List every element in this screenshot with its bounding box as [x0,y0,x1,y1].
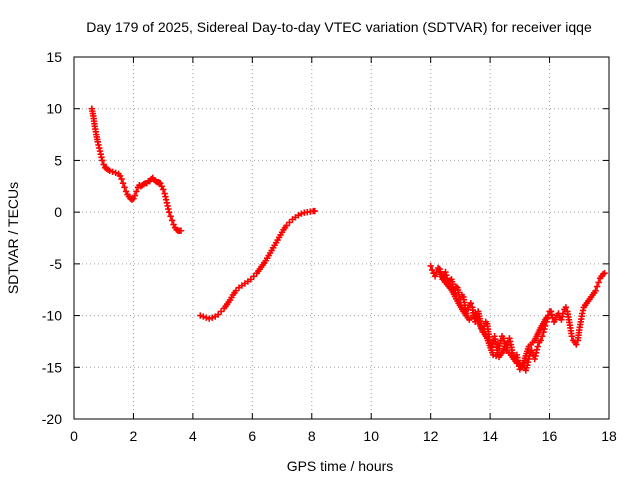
data-point [119,179,127,187]
data-point [118,175,125,183]
y-tick-label: 5 [54,152,62,168]
data-point [427,262,434,270]
data-point [109,168,116,176]
x-tick-label: 12 [423,428,439,444]
data-point [112,169,119,177]
plot-frame [73,56,610,420]
series-segment-3b [436,268,550,369]
data-point [467,299,474,307]
series-segment-1 [88,105,185,234]
data-point [537,337,544,344]
data-point [286,219,293,226]
data-point [99,157,106,164]
data-point [131,192,139,199]
data-point [562,304,570,311]
data-point [209,314,216,321]
data-point [106,167,113,174]
x-tick-label: 16 [542,428,558,444]
data-point [534,343,541,350]
data-point [200,313,207,320]
data-point [167,213,174,220]
data-point [214,311,222,318]
data-point [168,217,176,224]
data-point [133,188,140,195]
y-tick-label: 10 [46,101,62,117]
data-point [283,222,290,229]
data-point [592,287,599,294]
data-point [492,352,500,360]
data-point [431,273,439,280]
y-tick-label: -10 [42,308,62,324]
x-tick-label: 14 [482,428,498,444]
y-tick-label: -20 [42,411,62,427]
x-tick-label: 18 [601,428,617,444]
data-point [232,287,240,294]
y-axis-label: SDTVAR / TECUs [5,182,21,294]
x-tick-label: 6 [248,428,256,444]
x-tick-label: 8 [308,428,316,444]
y-tick-label: 15 [46,49,62,65]
data-point [573,341,580,348]
x-tick-label: 4 [189,428,197,444]
data-point [203,314,210,321]
data-point [217,308,225,315]
x-tick-label: 10 [363,428,379,444]
x-tick-label: 0 [70,428,78,444]
data-point [247,276,255,283]
data-point [177,227,185,234]
chart-title: Day 179 of 2025, Sidereal Day-to-day VTE… [86,19,592,35]
axis-ticks: 0 2 4 6 8 10 12 14 16 18 -20 -15 -10 -5 0 5 10 15 [42,49,617,444]
data-point [568,333,576,340]
y-tick-label: -15 [42,359,62,375]
data-point [197,312,204,319]
series-segment-2 [197,207,318,322]
x-axis-label: GPS time / hours [287,458,394,474]
x-tick-label: 2 [130,428,138,444]
y-tick-label: 0 [54,204,62,220]
data-point [121,184,128,191]
data-point [298,210,305,217]
data-series [88,105,608,374]
data-point [159,186,167,193]
data-point [311,207,318,215]
grid [74,57,609,419]
data-point [593,283,601,290]
data-point [250,273,258,280]
data-point [538,333,546,340]
data-point [516,360,524,368]
data-point [513,359,521,367]
data-point [165,208,173,216]
data-point [543,314,550,321]
data-point [595,279,602,286]
data-point [206,315,213,322]
data-point [489,351,497,359]
data-point [601,269,608,277]
data-point [552,316,559,323]
y-tick-label: -5 [50,256,63,272]
